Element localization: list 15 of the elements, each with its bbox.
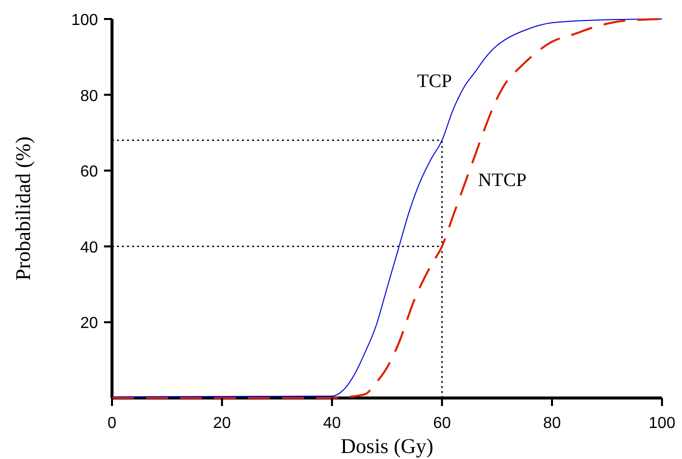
- x-tick-label: 20: [213, 415, 231, 432]
- y-tick-label: 60: [80, 164, 98, 181]
- y-tick-label: 40: [80, 239, 98, 256]
- y-tick-label: 20: [80, 315, 98, 332]
- series-label: NTCP: [478, 170, 527, 191]
- x-tick-label: 60: [433, 415, 451, 432]
- x-axis-title: Dosis (Gy): [340, 434, 434, 458]
- x-tick-label: 0: [108, 415, 117, 432]
- series-label: TCP: [417, 71, 452, 92]
- x-tick-label: 40: [323, 415, 341, 432]
- y-tick-label: 80: [80, 88, 98, 105]
- y-tick-label: 100: [71, 12, 98, 29]
- x-tick-label: 80: [543, 415, 561, 432]
- x-tick-label: 100: [648, 415, 676, 432]
- y-axis-title: Probabilidad (%): [11, 136, 35, 281]
